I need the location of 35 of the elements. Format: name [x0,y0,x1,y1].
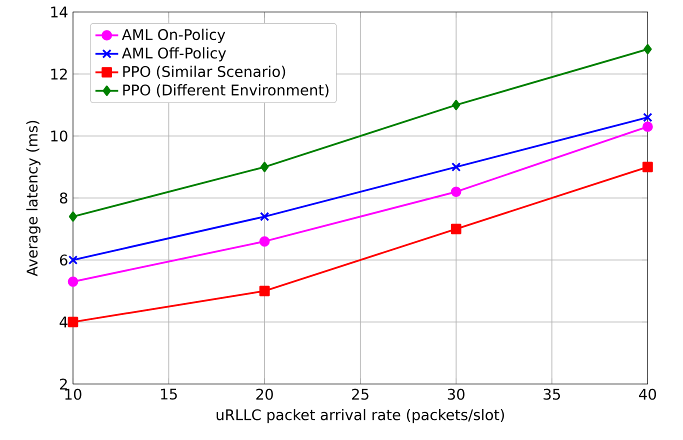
y-tick-label: 14 [51,6,68,18]
point [452,100,460,110]
y-tick-label: 12 [51,68,67,80]
y-axis-title: Average latency (ms) [26,120,40,276]
point [260,162,269,172]
x-tick-label: 20 [256,388,273,400]
point [68,211,78,222]
x-tick-label: 30 [448,388,464,400]
x-axis-title: uRLLC packet arrival rate (packets/slot) [216,408,504,424]
point [68,276,78,287]
point [642,112,652,122]
y-tick-label: 10 [51,130,68,142]
point [259,236,270,247]
y-tick-label: 8 [60,192,68,204]
legend-label: PPO (Different Environment) [123,84,328,98]
point [68,316,78,328]
point [68,255,78,265]
point [642,122,653,132]
x-tick-label: 15 [161,388,177,400]
point [260,212,270,222]
point [450,186,462,198]
y-tick-label: 4 [60,316,68,328]
x-tick-label: 40 [639,388,656,400]
y-tick-label: 2 [60,378,67,390]
legend-label: PPO (Similar Scenario) [123,66,286,79]
x-tick-label: 25 [352,388,368,400]
point [644,44,652,54]
point [259,286,270,296]
x-tick-label: 35 [544,388,560,400]
point [450,224,462,234]
point [642,162,653,172]
legend-label: AML On-Policy [122,28,226,43]
y-tick-label: 6 [60,254,68,266]
point [451,162,461,172]
legend-label: AML Off-Policy [122,47,226,62]
